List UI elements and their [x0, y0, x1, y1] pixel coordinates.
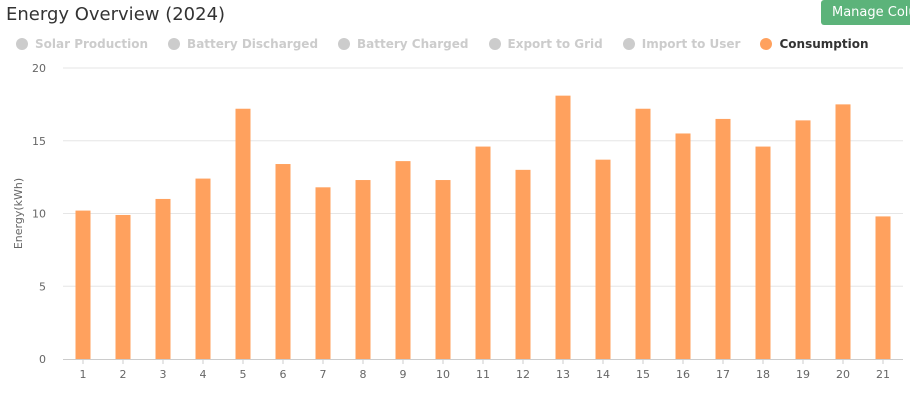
bar-consumption[interactable]: [355, 180, 371, 359]
x-tick-label: 4: [200, 368, 207, 381]
bar-consumption[interactable]: [115, 214, 131, 359]
chart-title: Energy Overview (2024): [6, 4, 226, 25]
y-tick-label: 0: [39, 353, 46, 366]
x-tick-label: 19: [796, 368, 810, 381]
bar-consumption[interactable]: [475, 146, 491, 359]
x-tick-label: 12: [516, 368, 530, 381]
bar-consumption[interactable]: [875, 216, 891, 359]
legend-label: Consumption: [779, 37, 869, 51]
y-axis-label: Energy(kWh): [12, 178, 25, 249]
legend-marker-icon: [488, 38, 501, 50]
x-tick-label: 7: [320, 368, 327, 381]
x-tick-label: 11: [476, 368, 490, 381]
bar-consumption[interactable]: [555, 95, 571, 360]
legend-item-battery-discharged[interactable]: Battery Discharged: [168, 37, 318, 51]
x-tick-label: 1: [80, 368, 87, 381]
legend-label: Export to Grid: [507, 37, 603, 51]
legend-item-battery-charged[interactable]: Battery Charged: [338, 37, 469, 51]
x-tick-label: 21: [876, 368, 890, 381]
x-tick-label: 16: [676, 368, 690, 381]
bar-consumption[interactable]: [795, 120, 811, 359]
y-tick-label: 20: [32, 62, 46, 75]
x-tick-label: 17: [716, 368, 730, 381]
x-tick-label: 13: [556, 368, 570, 381]
bar-consumption[interactable]: [835, 104, 851, 359]
bar-consumption[interactable]: [75, 210, 91, 359]
legend-item-solar-production[interactable]: Solar Production: [16, 37, 148, 51]
x-tick-label: 14: [596, 368, 610, 381]
bar-consumption[interactable]: [235, 108, 251, 360]
x-tick-label: 8: [360, 368, 367, 381]
manage-columns-button[interactable]: Manage Colu: [821, 0, 910, 25]
legend-marker-icon: [622, 38, 635, 50]
chart-legend: Solar Production Battery Discharged Batter…: [16, 36, 889, 52]
bar-consumption[interactable]: [155, 198, 171, 359]
legend-marker-icon: [168, 38, 181, 50]
bar-consumption[interactable]: [395, 161, 411, 359]
x-tick-label: 3: [160, 368, 167, 381]
bar-consumption[interactable]: [675, 133, 691, 359]
x-tick-label: 15: [636, 368, 650, 381]
bar-consumption[interactable]: [275, 164, 291, 359]
legend-marker-icon: [16, 38, 28, 50]
x-tick-label: 6: [280, 368, 287, 381]
bar-consumption[interactable]: [195, 178, 211, 359]
legend-label: Import to User: [641, 37, 741, 51]
legend-marker-icon: [338, 38, 351, 50]
bar-consumption[interactable]: [595, 159, 611, 359]
legend-label: Battery Discharged: [187, 37, 319, 51]
x-tick-label: 10: [436, 368, 450, 381]
x-tick-label: 5: [240, 368, 247, 381]
bar-consumption[interactable]: [435, 180, 451, 359]
bar-consumption[interactable]: [315, 187, 331, 359]
y-tick-label: 15: [32, 135, 46, 148]
y-tick-label: 5: [39, 280, 46, 293]
legend-item-import-to-user[interactable]: Import to User: [622, 37, 741, 51]
legend-item-export-to-grid[interactable]: Export to Grid: [488, 37, 603, 51]
bar-consumption[interactable]: [715, 118, 731, 359]
legend-label: Battery Charged: [357, 37, 469, 51]
x-tick-label: 20: [836, 368, 850, 381]
bar-consumption[interactable]: [755, 146, 771, 359]
legend-label: Solar Production: [35, 37, 149, 51]
x-tick-label: 2: [120, 368, 127, 381]
bar-consumption[interactable]: [635, 108, 651, 360]
legend-item-consumption[interactable]: Consumption: [760, 37, 869, 51]
legend-marker-icon: [760, 38, 773, 50]
x-tick-label: 18: [756, 368, 770, 381]
x-tick-label: 9: [400, 368, 407, 381]
y-tick-label: 10: [32, 208, 46, 221]
bar-consumption[interactable]: [515, 169, 531, 359]
